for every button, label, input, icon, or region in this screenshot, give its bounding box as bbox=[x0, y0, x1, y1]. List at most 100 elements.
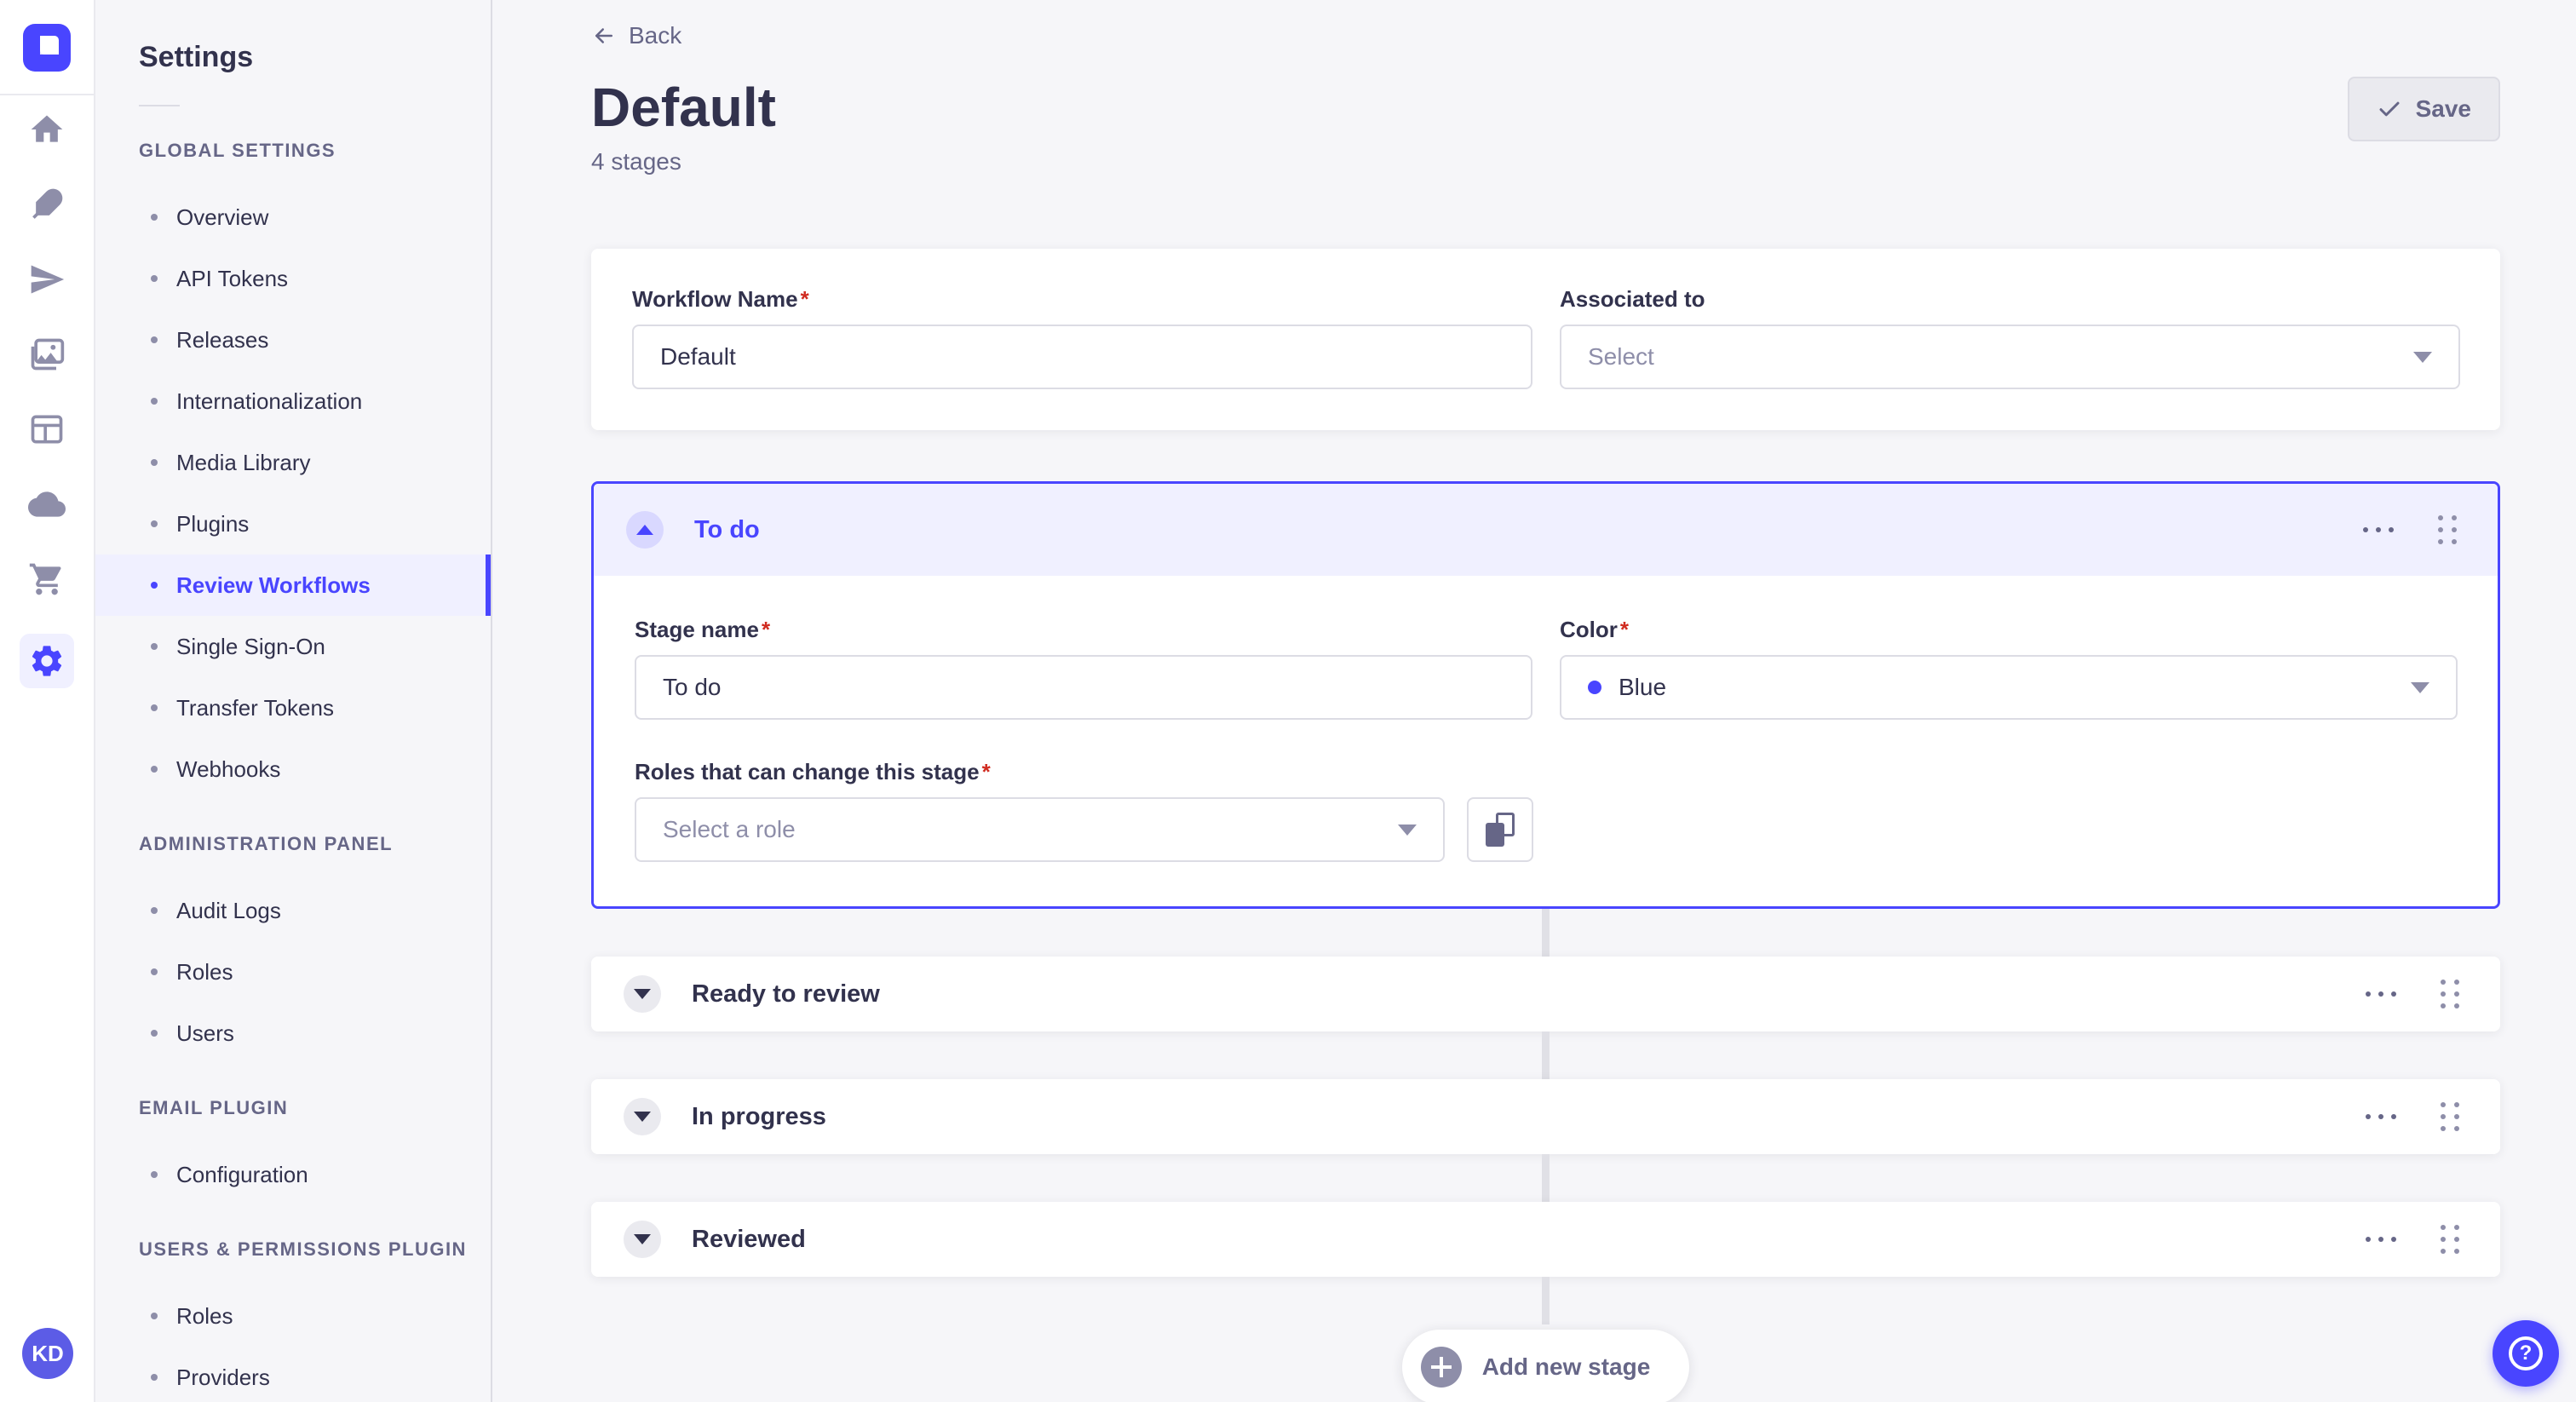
stage-name-input[interactable] bbox=[635, 655, 1532, 720]
roles-select[interactable]: Select a role bbox=[635, 797, 1445, 862]
bullet-icon bbox=[151, 766, 158, 773]
nav-settings[interactable] bbox=[20, 634, 74, 688]
stage-connector bbox=[1542, 1277, 1550, 1324]
sidebar-item-internationalization[interactable]: Internationalization bbox=[95, 371, 491, 432]
sidebar-item-webhooks[interactable]: Webhooks bbox=[95, 738, 491, 800]
sidebar-item-admin-roles[interactable]: Roles bbox=[95, 941, 491, 1003]
duplicate-icon bbox=[1486, 813, 1515, 847]
associated-to-select[interactable]: Select bbox=[1560, 325, 2460, 389]
stage-title: In progress bbox=[692, 1102, 826, 1130]
drag-handle-icon[interactable] bbox=[2437, 976, 2463, 1012]
workflow-name-input[interactable] bbox=[632, 325, 1532, 389]
sidebar-item-plugins[interactable]: Plugins bbox=[95, 493, 491, 554]
expand-stage-button[interactable] bbox=[624, 1098, 661, 1135]
bullet-icon bbox=[151, 275, 158, 282]
nav-media-library[interactable] bbox=[26, 334, 67, 375]
stage-title: Reviewed bbox=[692, 1225, 806, 1253]
caret-down-icon bbox=[634, 989, 651, 999]
caret-down-icon bbox=[634, 1112, 651, 1122]
nav-marketplace[interactable] bbox=[26, 559, 67, 600]
bullet-icon bbox=[151, 1030, 158, 1037]
help-button[interactable]: ? bbox=[2493, 1320, 2559, 1387]
save-button[interactable]: Save bbox=[2347, 77, 2500, 141]
sidebar-item-overview[interactable]: Overview bbox=[95, 187, 491, 248]
question-mark-icon: ? bbox=[2509, 1336, 2543, 1370]
section-users-permissions-plugin: USERS & PERMISSIONS PLUGIN bbox=[139, 1238, 467, 1260]
check-icon bbox=[2379, 101, 2400, 117]
stage-header-in-progress[interactable]: In progress bbox=[591, 1079, 2500, 1154]
stage-card-ready-to-review: Ready to review bbox=[591, 957, 2500, 1031]
sidebar-item-transfer-tokens[interactable]: Transfer Tokens bbox=[95, 677, 491, 738]
expand-stage-button[interactable] bbox=[624, 975, 661, 1013]
stage-options-icon[interactable] bbox=[2364, 1107, 2398, 1126]
stage-connector bbox=[1542, 1031, 1550, 1079]
plus-icon bbox=[1420, 1347, 1462, 1388]
nav-home[interactable] bbox=[26, 109, 67, 150]
bullet-icon bbox=[151, 1374, 158, 1381]
stage-options-icon[interactable] bbox=[2364, 1230, 2398, 1249]
section-email-plugin: EMAIL PLUGIN bbox=[139, 1097, 289, 1118]
stage-connector bbox=[1542, 1154, 1550, 1202]
stage-connector bbox=[1542, 909, 1550, 957]
bullet-icon bbox=[151, 336, 158, 343]
back-arrow-icon bbox=[595, 28, 612, 43]
section-global-settings: GLOBAL SETTINGS bbox=[139, 140, 336, 161]
settings-sidebar: Settings GLOBAL SETTINGS Overview API To… bbox=[95, 0, 492, 1402]
bullet-icon bbox=[151, 582, 158, 589]
bullet-icon bbox=[151, 1313, 158, 1319]
layout-icon bbox=[31, 415, 63, 444]
sidebar-item-review-workflows[interactable]: Review Workflows bbox=[95, 554, 491, 616]
required-asterisk: * bbox=[800, 286, 809, 312]
bullet-icon bbox=[151, 643, 158, 650]
bullet-icon bbox=[151, 968, 158, 975]
stage-options-icon[interactable] bbox=[2364, 985, 2398, 1003]
sidebar-item-up-roles[interactable]: Roles bbox=[95, 1285, 491, 1347]
nav-content-type-builder[interactable] bbox=[26, 409, 67, 450]
nav-release[interactable] bbox=[26, 259, 67, 300]
nav-rail: KD bbox=[0, 0, 95, 1402]
stage-card-to-do: To do Stage name* Color* bbox=[591, 481, 2500, 909]
drag-handle-icon[interactable] bbox=[2437, 1099, 2463, 1135]
stage-header-ready-to-review[interactable]: Ready to review bbox=[591, 957, 2500, 1031]
bullet-icon bbox=[151, 704, 158, 711]
rail-divider bbox=[0, 94, 94, 95]
stage-card-reviewed: Reviewed bbox=[591, 1202, 2500, 1277]
stage-header-to-do[interactable]: To do bbox=[594, 484, 2498, 576]
sidebar-title-divider bbox=[139, 105, 180, 106]
sidebar-item-audit-logs[interactable]: Audit Logs bbox=[95, 880, 491, 941]
stage-name-label: Stage name * bbox=[635, 617, 771, 642]
stage-options-icon[interactable] bbox=[2361, 520, 2395, 539]
sidebar-item-up-providers[interactable]: Providers bbox=[95, 1347, 491, 1402]
add-new-stage-button[interactable]: Add new stage bbox=[1401, 1330, 1690, 1402]
strapi-logo-icon[interactable] bbox=[23, 24, 71, 72]
sidebar-item-media-library[interactable]: Media Library bbox=[95, 432, 491, 493]
drag-handle-icon[interactable] bbox=[2435, 512, 2460, 548]
stage-header-reviewed[interactable]: Reviewed bbox=[591, 1202, 2500, 1277]
user-avatar[interactable]: KD bbox=[22, 1328, 73, 1379]
sidebar-item-email-configuration[interactable]: Configuration bbox=[95, 1144, 491, 1205]
color-swatch-blue bbox=[1588, 681, 1601, 694]
nav-content-manager[interactable] bbox=[26, 184, 67, 225]
back-button[interactable]: Back bbox=[591, 22, 681, 49]
caret-down-icon bbox=[634, 1234, 651, 1244]
workflow-name-label: Workflow Name * bbox=[632, 286, 809, 312]
roles-label: Roles that can change this stage * bbox=[635, 759, 991, 784]
duplicate-stage-button[interactable] bbox=[1467, 797, 1533, 862]
nav-deploy[interactable] bbox=[26, 484, 67, 525]
chevron-down-icon bbox=[1398, 824, 1417, 836]
collapse-stage-button[interactable] bbox=[626, 511, 664, 549]
sidebar-item-single-sign-on[interactable]: Single Sign-On bbox=[95, 616, 491, 677]
sidebar-item-api-tokens[interactable]: API Tokens bbox=[95, 248, 491, 309]
sidebar-item-releases[interactable]: Releases bbox=[95, 309, 491, 371]
required-asterisk: * bbox=[761, 617, 771, 642]
expand-stage-button[interactable] bbox=[624, 1221, 661, 1258]
sidebar-item-admin-users[interactable]: Users bbox=[95, 1003, 491, 1064]
drag-handle-icon[interactable] bbox=[2437, 1221, 2463, 1257]
cloud-icon bbox=[28, 491, 66, 517]
page-title: Default bbox=[591, 77, 776, 138]
chevron-down-icon bbox=[2411, 681, 2429, 693]
color-select[interactable]: Blue bbox=[1560, 655, 2458, 720]
bullet-icon bbox=[151, 398, 158, 405]
associated-to-label: Associated to bbox=[1560, 286, 1705, 312]
required-asterisk: * bbox=[1619, 617, 1630, 642]
